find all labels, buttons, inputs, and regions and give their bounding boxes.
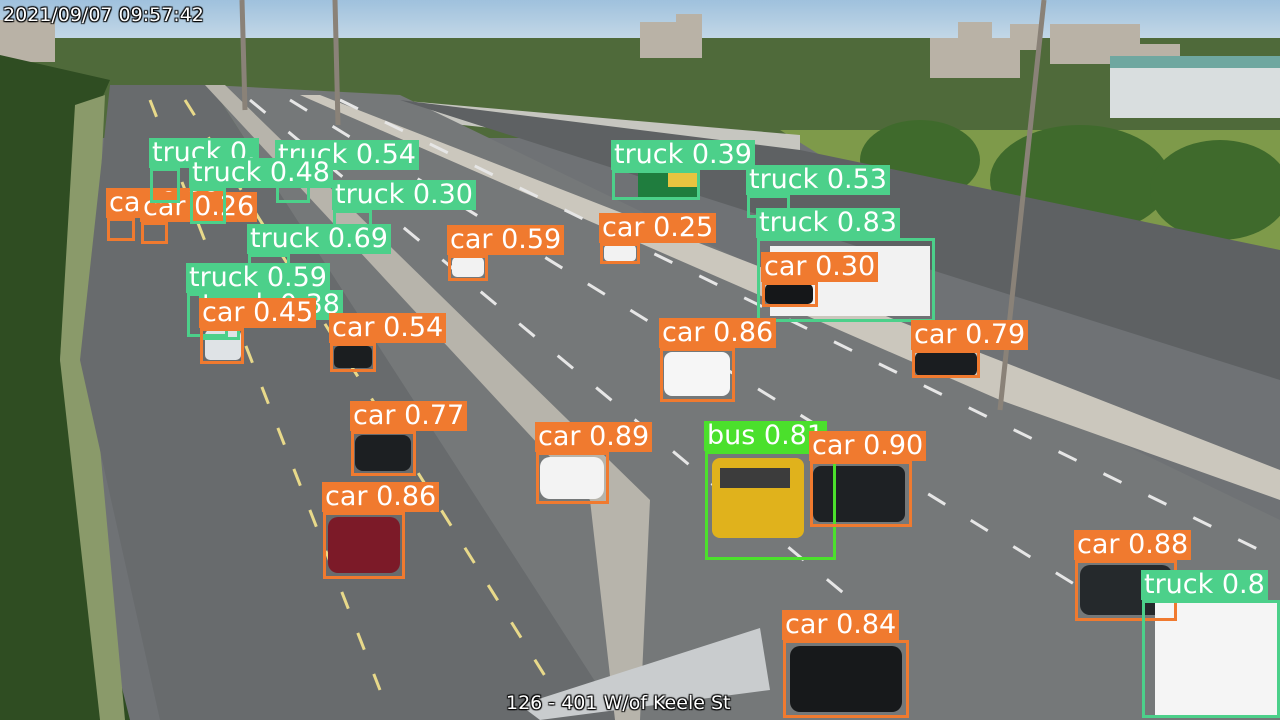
- truck-detection-label: truck 0.59: [186, 263, 330, 293]
- car-detection-box: [200, 328, 244, 364]
- bus-detection-box: [705, 451, 836, 560]
- car-detection-box: [330, 343, 376, 372]
- car-detection-box: [660, 348, 735, 402]
- car-detection-box: [600, 243, 640, 264]
- truck-detection-label: truck 0.48: [189, 158, 333, 188]
- truck-detection-box: [150, 168, 180, 203]
- car-detection-label: car 0.45: [199, 298, 317, 328]
- truck-detection-box: [612, 170, 700, 200]
- car-detection-label: car 0.86: [659, 318, 777, 348]
- car-detection-label: car 0.88: [1074, 530, 1192, 560]
- car-detection-label: car 0.89: [535, 422, 653, 452]
- car-detection-label: car 0.90: [809, 431, 927, 461]
- car-detection-box: [351, 431, 416, 476]
- car-detection-label: car 0.54: [329, 313, 447, 343]
- truck-detection-label: truck 0.83: [756, 208, 900, 238]
- car-detection-label: car 0.26: [140, 192, 258, 222]
- car-detection-box: [536, 452, 609, 504]
- truck-detection-label: truck 0.53: [746, 165, 890, 195]
- foreground-sign-structure: [520, 628, 770, 720]
- camera-location-caption: 126 - 401 W/of Keele St: [506, 692, 731, 714]
- car-detection-label: car 0.79: [911, 320, 1029, 350]
- car-detection-label: car 0.84: [782, 610, 900, 640]
- car-detection-box: [810, 461, 912, 527]
- truck-detection-label: truck 0.8: [1141, 570, 1268, 600]
- bus-detection-label: bus 0.81: [704, 421, 828, 451]
- truck-detection-label: truck 0.39: [611, 140, 755, 170]
- car-detection-label: car 0.77: [350, 401, 468, 431]
- car-detection-label: car 0.59: [447, 225, 565, 255]
- truck-detection-label: truck 0.30: [332, 180, 476, 210]
- car-detection-box: [783, 640, 909, 718]
- car-detection-box: [107, 218, 135, 241]
- trees-right: [860, 120, 1280, 240]
- car-detection-label: car 0.86: [322, 482, 440, 512]
- car-detection-box: [141, 222, 168, 244]
- car-detection-box: [448, 255, 488, 281]
- truck-detection-box: [190, 188, 226, 224]
- truck-detection-box: [757, 238, 935, 322]
- city-buildings: [0, 14, 1180, 78]
- car-detection-box: [912, 350, 980, 378]
- timestamp-overlay: 2021/09/07 09:57:42: [3, 4, 204, 26]
- trees-left: [0, 55, 130, 720]
- truck-detection-box: [1142, 600, 1280, 718]
- car-detection-label: car 0.30: [761, 252, 879, 282]
- car-detection-label: car 0.25: [599, 213, 717, 243]
- truck-detection-label: truck 0.69: [247, 224, 391, 254]
- car-detection-box: [762, 282, 818, 307]
- car-detection-box: [323, 512, 405, 579]
